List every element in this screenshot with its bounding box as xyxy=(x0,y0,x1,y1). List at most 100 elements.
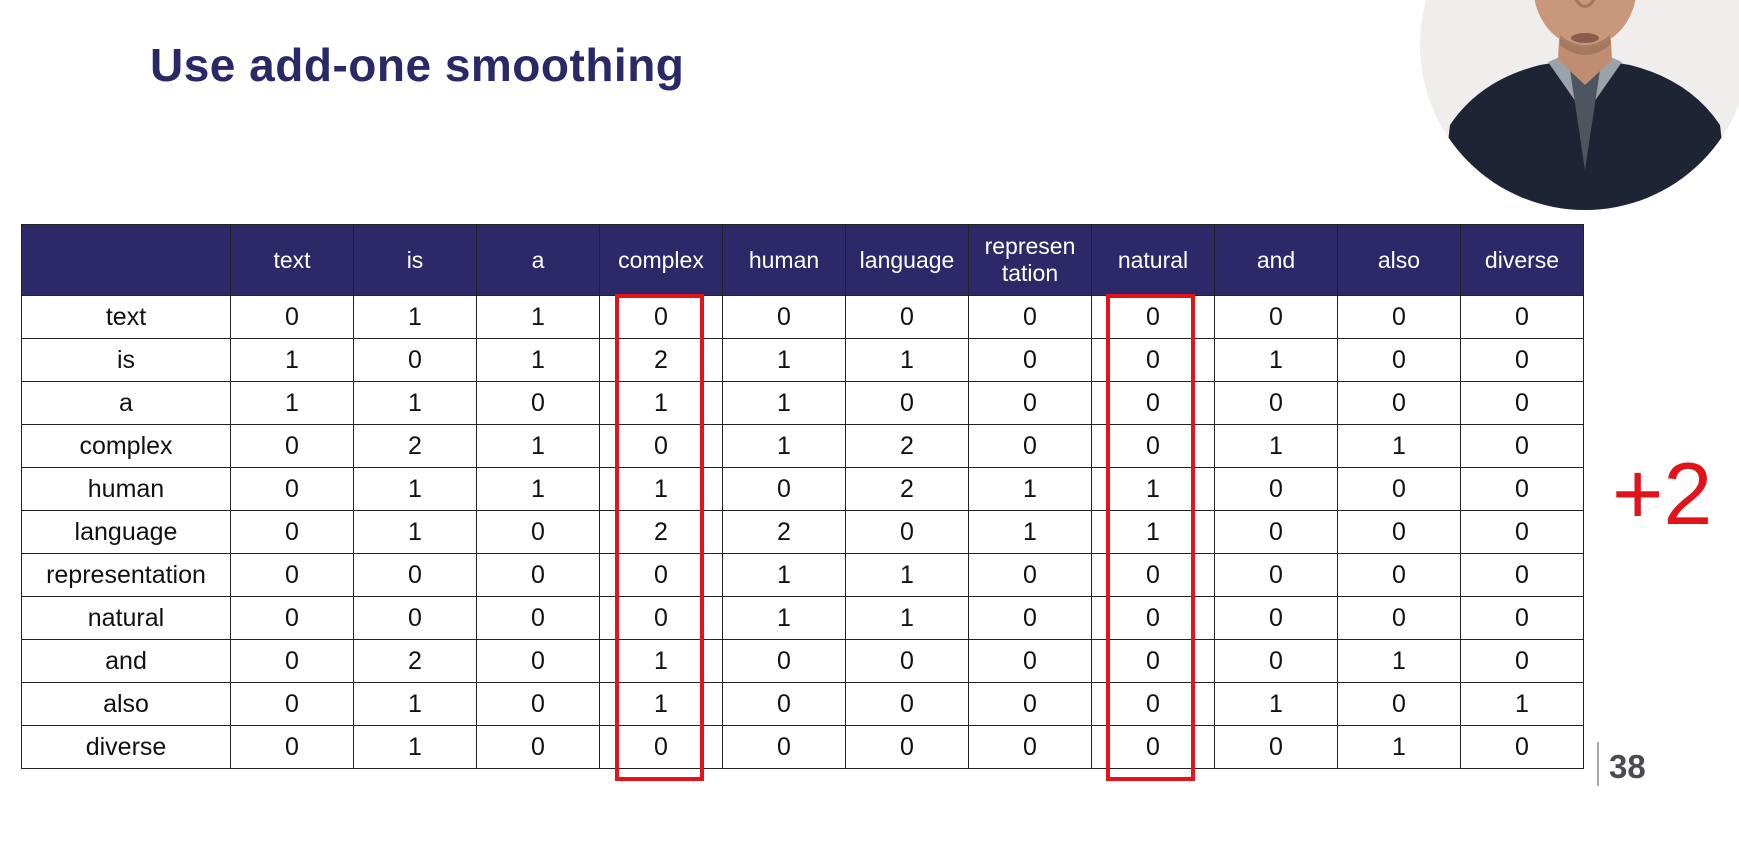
matrix-cell: 0 xyxy=(1214,553,1338,597)
matrix-cell: 1 xyxy=(1091,510,1215,554)
matrix-cell: 0 xyxy=(1337,338,1461,382)
matrix-cell: 1 xyxy=(599,639,723,683)
matrix-cell: 0 xyxy=(1460,295,1584,339)
matrix-cell: 0 xyxy=(1091,639,1215,683)
presenter-image xyxy=(1420,0,1739,210)
matrix-cell: 1 xyxy=(1091,467,1215,511)
matrix-cell: 1 xyxy=(476,338,600,382)
table-row: natural 0 0 0 0 1 1 0 0 0 0 0 xyxy=(21,596,1584,640)
matrix-cell: 0 xyxy=(230,639,354,683)
matrix-cell: 0 xyxy=(353,338,477,382)
matrix-cell: 0 xyxy=(968,725,1092,769)
matrix-cell: 1 xyxy=(1337,639,1461,683)
matrix-cell: 2 xyxy=(353,639,477,683)
matrix-cell: 1 xyxy=(968,467,1092,511)
matrix-cell: 0 xyxy=(1460,381,1584,425)
matrix-cell: 0 xyxy=(1214,725,1338,769)
matrix-cell: 0 xyxy=(1091,338,1215,382)
matrix-cell: 0 xyxy=(968,553,1092,597)
matrix-cell: 1 xyxy=(230,338,354,382)
matrix-cell: 2 xyxy=(845,467,969,511)
matrix-cell: 0 xyxy=(476,553,600,597)
row-header: is xyxy=(21,338,231,382)
matrix-cell: 0 xyxy=(1091,424,1215,468)
column-header: a xyxy=(476,224,600,296)
matrix-cell: 0 xyxy=(476,725,600,769)
matrix-cell: 1 xyxy=(845,338,969,382)
matrix-cell: 0 xyxy=(1214,510,1338,554)
matrix-cell: 0 xyxy=(968,639,1092,683)
matrix-cell: 0 xyxy=(353,596,477,640)
matrix-cell: 0 xyxy=(476,639,600,683)
matrix-cell: 0 xyxy=(599,596,723,640)
page-number-divider xyxy=(1597,742,1599,786)
row-header: human xyxy=(21,467,231,511)
matrix-cell: 1 xyxy=(1337,424,1461,468)
matrix-cell: 1 xyxy=(353,725,477,769)
matrix-cell: 0 xyxy=(1214,596,1338,640)
column-header: text xyxy=(230,224,354,296)
matrix-cell: 0 xyxy=(599,424,723,468)
matrix-cell: 0 xyxy=(845,381,969,425)
matrix-cell: 1 xyxy=(722,553,846,597)
table-row: human 0 1 1 1 0 2 1 1 0 0 0 xyxy=(21,467,1584,511)
matrix-cell: 0 xyxy=(476,682,600,726)
matrix-cell: 0 xyxy=(1091,682,1215,726)
matrix-cell: 0 xyxy=(968,295,1092,339)
column-header: complex xyxy=(599,224,723,296)
matrix-cell: 0 xyxy=(845,682,969,726)
matrix-cell: 0 xyxy=(476,596,600,640)
column-header: natural xyxy=(1091,224,1215,296)
table-row: language 0 1 0 2 2 0 1 1 0 0 0 xyxy=(21,510,1584,554)
matrix-cell: 0 xyxy=(1337,295,1461,339)
table-row: diverse 0 1 0 0 0 0 0 0 0 1 0 xyxy=(21,725,1584,769)
matrix-cell: 0 xyxy=(1460,596,1584,640)
row-header: a xyxy=(21,381,231,425)
matrix-cell: 1 xyxy=(353,510,477,554)
matrix-cell: 2 xyxy=(353,424,477,468)
row-header: also xyxy=(21,682,231,726)
matrix-cell: 0 xyxy=(230,467,354,511)
column-header: also xyxy=(1337,224,1461,296)
row-header: representation xyxy=(21,553,231,597)
matrix-cell: 0 xyxy=(1091,295,1215,339)
matrix-cell: 0 xyxy=(968,424,1092,468)
matrix-cell: 0 xyxy=(1460,725,1584,769)
matrix-cell: 0 xyxy=(968,682,1092,726)
matrix-cell: 0 xyxy=(722,682,846,726)
matrix-cell: 0 xyxy=(230,682,354,726)
matrix-cell: 0 xyxy=(968,381,1092,425)
matrix-cell: 0 xyxy=(722,639,846,683)
header-row: text is a complex human language represe… xyxy=(21,224,1584,296)
matrix-cell: 0 xyxy=(1460,338,1584,382)
matrix-cell: 0 xyxy=(722,725,846,769)
matrix-cell: 0 xyxy=(1337,510,1461,554)
matrix-cell: 2 xyxy=(599,338,723,382)
row-header: complex xyxy=(21,424,231,468)
matrix-cell: 0 xyxy=(230,295,354,339)
matrix-cell: 0 xyxy=(1460,639,1584,683)
presenter-video xyxy=(1420,0,1739,210)
matrix-cell: 1 xyxy=(722,424,846,468)
matrix-cell: 0 xyxy=(599,295,723,339)
matrix-cell: 1 xyxy=(1460,682,1584,726)
matrix-cell: 2 xyxy=(722,510,846,554)
matrix-cell: 0 xyxy=(230,424,354,468)
matrix-cell: 0 xyxy=(353,553,477,597)
row-header: and xyxy=(21,639,231,683)
matrix-cell: 0 xyxy=(599,725,723,769)
table-row: also 0 1 0 1 0 0 0 0 1 0 1 xyxy=(21,682,1584,726)
matrix-cell: 0 xyxy=(1214,295,1338,339)
table-row: representation 0 0 0 0 1 1 0 0 0 0 0 xyxy=(21,553,1584,597)
matrix-cell: 0 xyxy=(722,295,846,339)
matrix-cell: 1 xyxy=(353,682,477,726)
matrix-cell: 0 xyxy=(1091,725,1215,769)
matrix-cell: 1 xyxy=(353,295,477,339)
matrix-cell: 1 xyxy=(353,467,477,511)
table-row: complex 0 2 1 0 1 2 0 0 1 1 0 xyxy=(21,424,1584,468)
matrix-cell: 0 xyxy=(1214,467,1338,511)
matrix-cell: 0 xyxy=(230,553,354,597)
matrix-cell: 1 xyxy=(476,424,600,468)
slide-title: Use add-one smoothing xyxy=(150,39,685,91)
column-header: human xyxy=(722,224,846,296)
